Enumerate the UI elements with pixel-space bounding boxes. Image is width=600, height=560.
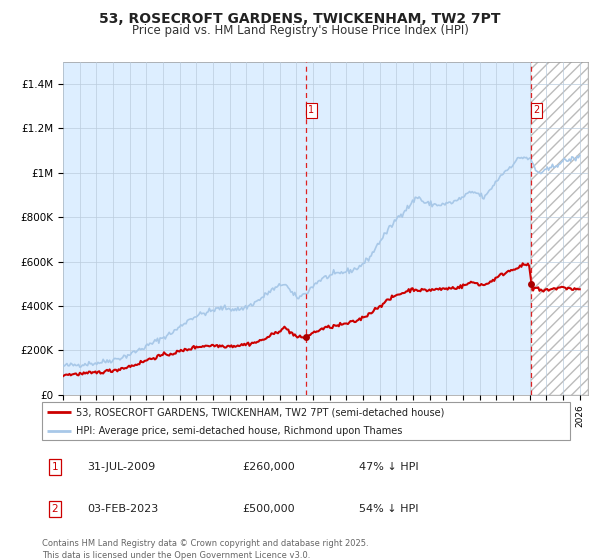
Text: 47% ↓ HPI: 47% ↓ HPI — [359, 461, 418, 472]
Text: 2: 2 — [533, 105, 539, 115]
Text: 2: 2 — [52, 504, 58, 514]
Text: 1: 1 — [308, 105, 314, 115]
Text: 53, ROSECROFT GARDENS, TWICKENHAM, TW2 7PT (semi-detached house): 53, ROSECROFT GARDENS, TWICKENHAM, TW2 7… — [76, 407, 445, 417]
Text: 1: 1 — [52, 461, 58, 472]
Text: £260,000: £260,000 — [242, 461, 295, 472]
Text: 54% ↓ HPI: 54% ↓ HPI — [359, 504, 418, 514]
Text: 31-JUL-2009: 31-JUL-2009 — [87, 461, 155, 472]
Text: 03-FEB-2023: 03-FEB-2023 — [87, 504, 158, 514]
Text: Contains HM Land Registry data © Crown copyright and database right 2025.
This d: Contains HM Land Registry data © Crown c… — [42, 539, 368, 559]
Text: Price paid vs. HM Land Registry's House Price Index (HPI): Price paid vs. HM Land Registry's House … — [131, 24, 469, 37]
Text: HPI: Average price, semi-detached house, Richmond upon Thames: HPI: Average price, semi-detached house,… — [76, 426, 403, 436]
Text: 53, ROSECROFT GARDENS, TWICKENHAM, TW2 7PT: 53, ROSECROFT GARDENS, TWICKENHAM, TW2 7… — [99, 12, 501, 26]
Text: £500,000: £500,000 — [242, 504, 295, 514]
FancyBboxPatch shape — [42, 402, 570, 440]
